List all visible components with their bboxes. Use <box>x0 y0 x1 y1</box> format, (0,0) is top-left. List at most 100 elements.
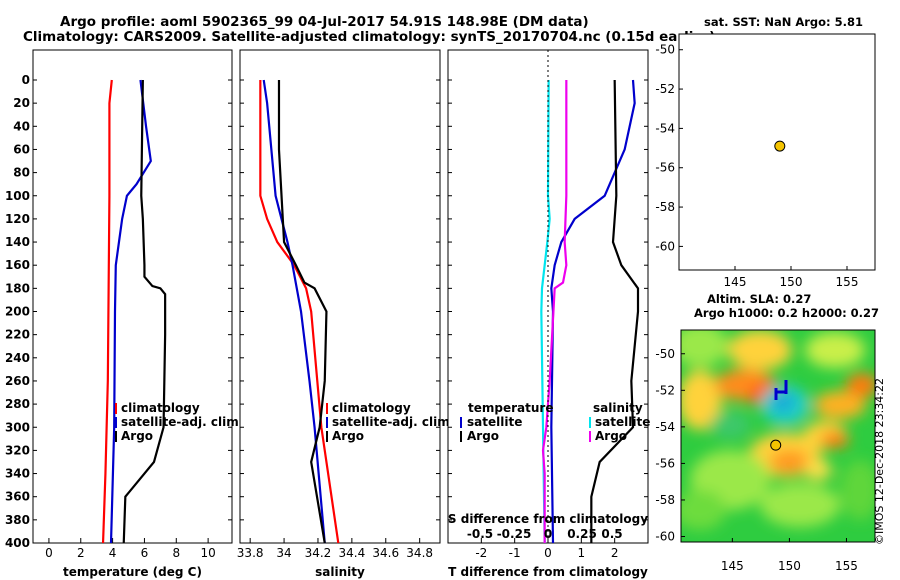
depth-tick-label: 220 <box>5 328 30 342</box>
sla-map-blobs <box>681 330 875 530</box>
depth-tick-label: 400 <box>5 536 30 550</box>
depth-tick-label: 80 <box>13 166 30 180</box>
depth-tick-label: 280 <box>5 397 30 411</box>
sla-anomaly-blob <box>710 411 750 439</box>
difference-xtick-label: -1 <box>509 546 521 560</box>
depth-tick-label: 240 <box>5 351 30 365</box>
difference-legend-s-title: salinity <box>593 401 643 415</box>
temperature-xtick-label: 2 <box>77 546 85 560</box>
sst-map-ytick-label: -58 <box>655 200 675 214</box>
sla-anomaly-blob <box>728 330 792 370</box>
difference-legend-t-label: satellite <box>467 415 522 429</box>
difference-legend-t-title: temperature <box>468 401 553 415</box>
temperature-xtick-label: 8 <box>172 546 180 560</box>
sla-anomaly-blob <box>770 450 810 474</box>
temperature-legend-label: Argo <box>121 429 153 443</box>
depth-tick-label: 160 <box>5 258 30 272</box>
sst-map-ytick-label: -60 <box>655 239 675 253</box>
temperature-series-satellite-adj-clim- <box>109 79 152 544</box>
sla-anomaly-blob <box>805 332 865 368</box>
sla-map-xtick-label: 155 <box>835 559 858 573</box>
difference-xtick-label: 1 <box>578 546 586 560</box>
salinity-series-climatology <box>259 80 340 544</box>
sst-map-ytick-label: -56 <box>655 161 675 175</box>
depth-tick-label: 20 <box>13 96 30 110</box>
depth-tick-label: 40 <box>13 119 30 133</box>
depth-tick-label: 380 <box>5 513 30 527</box>
sla-map-ytick-label: -52 <box>655 383 675 397</box>
salinity-series-satellite-adj-clim- <box>262 79 326 544</box>
sla-map-field <box>681 330 875 542</box>
depth-tick-label: 360 <box>5 490 30 504</box>
sst-map-argo-point <box>774 140 786 152</box>
temperature-legend-label: climatology <box>121 401 200 415</box>
salinity-legend-label: Argo <box>332 429 364 443</box>
sla-anomaly-blob <box>840 460 875 520</box>
depth-tick-label: 320 <box>5 443 30 457</box>
depth-tick-label: 300 <box>5 420 30 434</box>
sla-map-argo-point <box>770 439 782 451</box>
sst-map-ytick-label: -54 <box>655 121 675 135</box>
sla-map-xtick-label: 150 <box>778 559 801 573</box>
temperature-panel-frame <box>32 49 233 544</box>
sst-map-title: sat. SST: NaN Argo: 5.81 <box>704 15 864 29</box>
depth-tick-label: 260 <box>5 374 30 388</box>
temperature-xtick-label: 6 <box>141 546 149 560</box>
salinity-series-argo <box>277 80 328 544</box>
sla-anomaly-blob <box>846 373 875 397</box>
sla-map-track <box>774 380 788 400</box>
difference-xtick-label: -2 <box>475 546 487 560</box>
difference-s-tick-label: -0.5 <box>467 527 493 541</box>
sla-anomaly-blob <box>681 330 728 367</box>
sla-map-subtitle: Argo h1000: 0.2 h2000: 0.27 <box>694 306 880 320</box>
difference-s-tick-label: -0.25 <box>497 527 532 541</box>
sst-map-xtick-label: 145 <box>724 275 747 289</box>
depth-tick-label: 200 <box>5 305 30 319</box>
sla-map-ytick-label: -58 <box>655 493 675 507</box>
depth-tick-label: 0 <box>22 73 30 87</box>
depth-tick-label: 340 <box>5 467 30 481</box>
sla-anomaly-blob <box>804 460 832 480</box>
sst-map-ytick-label: -52 <box>655 82 675 96</box>
sla-anomaly-blob <box>760 483 840 527</box>
salinity-xtick-label: 34.8 <box>406 546 433 560</box>
sst-map-ytick-label: -50 <box>655 43 675 57</box>
sst-map-xtick-label: 150 <box>780 275 803 289</box>
salinity-legend-label: climatology <box>332 401 411 415</box>
salinity-xlabel: salinity <box>315 565 365 579</box>
salinity-panel-frame <box>239 49 441 544</box>
sla-anomaly-blob <box>821 432 849 448</box>
difference-series-t-argo <box>590 79 640 543</box>
depth-tick-label: 180 <box>5 281 30 295</box>
salinity-xtick-label: 34 <box>276 546 291 560</box>
difference-legend-s-label: satellite <box>595 415 650 429</box>
sla-map-title: Altim. SLA: 0.27 <box>707 292 812 306</box>
temperature-series-climatology <box>101 79 113 544</box>
difference-series-s-satellite <box>540 79 551 544</box>
sla-map-ytick-label: -54 <box>655 420 675 434</box>
salinity-xtick-label: 34.2 <box>305 546 332 560</box>
sla-map-ytick-label: -60 <box>655 530 675 544</box>
difference-series-s-argo <box>541 80 568 543</box>
temperature-xlabel: temperature (deg C) <box>63 565 202 579</box>
difference-s-tick-label: 0 <box>544 527 552 541</box>
depth-tick-label: 120 <box>5 212 30 226</box>
temperature-xtick-label: 0 <box>45 546 53 560</box>
difference-s-tick-label: 0.25 <box>567 527 597 541</box>
sst-map-frame <box>678 33 876 271</box>
salinity-legend-label: satellite-adj. clim. <box>332 415 454 429</box>
sla-map-ytick-label: -56 <box>655 456 675 470</box>
salinity-xtick-label: 33.8 <box>237 546 264 560</box>
temperature-xtick-label: 10 <box>200 546 215 560</box>
temperature-series-argo <box>122 79 167 544</box>
sla-anomaly-blob <box>681 490 726 530</box>
difference-xtick-label: 0 <box>544 546 552 560</box>
difference-series-t-satellite <box>550 79 636 544</box>
temperature-xtick-label: 4 <box>109 546 117 560</box>
temperature-legend-label: satellite-adj. clim. <box>121 415 243 429</box>
depth-tick-label: 100 <box>5 189 30 203</box>
sla-anomaly-blob <box>681 370 722 430</box>
difference-xlabel: T difference from climatology <box>448 565 648 579</box>
difference-s-tick-label: 0.5 <box>601 527 622 541</box>
difference-xlabel2: S difference from climatology <box>448 512 648 526</box>
